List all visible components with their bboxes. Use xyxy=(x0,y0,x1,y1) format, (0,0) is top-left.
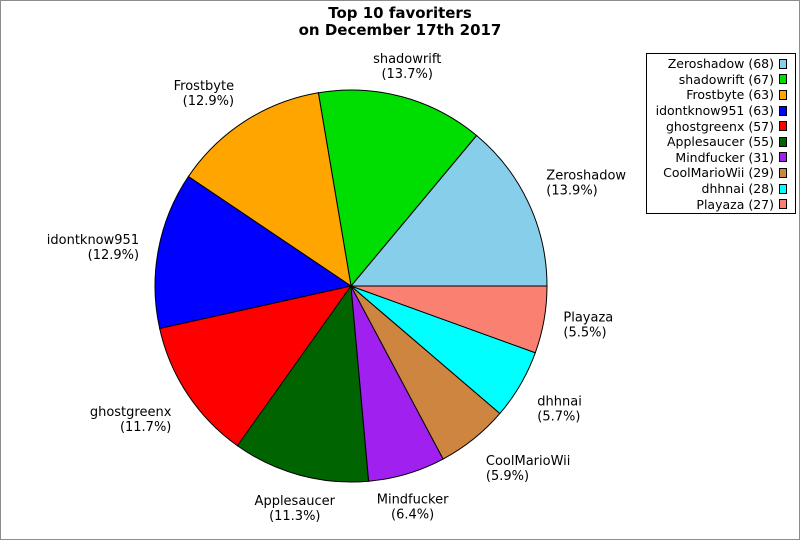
pie-label-dhhnai-name: dhhnai xyxy=(537,395,582,410)
pie-label-Frostbyte-pct: (12.9%) xyxy=(183,94,234,109)
pie-label-Playaza-name: Playaza xyxy=(563,310,613,325)
chart-title-line2: on December 17th 2017 xyxy=(298,21,502,39)
chart-title-line1: Top 10 favoriters xyxy=(328,4,472,22)
legend-label: shadowrift (67) xyxy=(678,71,774,87)
pie-label-ghostgreenx-pct: (11.7%) xyxy=(120,420,171,435)
legend-item-Zeroshadow: Zeroshadow (68) xyxy=(647,56,795,72)
pie-slice-shadowrift xyxy=(317,89,478,288)
legend-color-swatch-idontknow951 xyxy=(779,105,787,116)
legend-label: Zeroshadow (68) xyxy=(667,56,774,72)
pie-label-Zeroshadow-pct: (13.9%) xyxy=(546,184,597,199)
pie-label-CoolMarioWii-pct: (5.9%) xyxy=(486,469,529,484)
legend-item-idontknow951: idontknow951 (63) xyxy=(647,103,795,119)
legend: Zeroshadow (68) shadowrift (67) Frostbyte … xyxy=(646,53,796,214)
pie-label-CoolMarioWii-name: CoolMarioWii xyxy=(486,454,570,469)
legend-label: CoolMarioWii (29) xyxy=(663,165,774,181)
pie-slice-Frostbyte xyxy=(187,92,352,288)
legend-color-swatch-Zeroshadow xyxy=(779,58,787,69)
legend-label: Playaza (27) xyxy=(696,196,774,212)
legend-item-Frostbyte: Frostbyte (63) xyxy=(647,87,795,103)
pie-slice-Zeroshadow xyxy=(349,134,548,287)
pie-slice-idontknow951 xyxy=(154,175,353,330)
pie-slice-Applesaucer xyxy=(236,284,370,483)
legend-color-swatch-Playaza xyxy=(779,199,787,210)
legend-item-Applesaucer: Applesaucer (55) xyxy=(647,134,795,150)
legend-label: Applesaucer (55) xyxy=(666,134,774,150)
legend-color-swatch-shadowrift xyxy=(779,74,787,85)
legend-item-Mindfucker: Mindfucker (31) xyxy=(647,150,795,166)
pie-label-ghostgreenx-name: ghostgreenx xyxy=(90,405,172,420)
legend-item-CoolMarioWii: CoolMarioWii (29) xyxy=(647,165,795,181)
pie-label-Zeroshadow-name: Zeroshadow xyxy=(546,169,626,184)
pie-label-Applesaucer-name: Applesaucer xyxy=(255,494,336,509)
legend-item-shadowrift: shadowrift (67) xyxy=(647,72,795,88)
pie-label-Mindfucker-pct: (6.4%) xyxy=(391,508,434,523)
legend-label: ghostgreenx (57) xyxy=(665,118,774,134)
pie-label-Applesaucer-pct: (11.3%) xyxy=(269,509,320,524)
legend-color-swatch-Applesaucer xyxy=(779,136,787,147)
legend-color-swatch-CoolMarioWii xyxy=(779,167,787,178)
pie-slice-ghostgreenx xyxy=(159,285,353,447)
pie-label-Mindfucker-name: Mindfucker xyxy=(377,493,449,508)
legend-color-swatch-dhhnai xyxy=(779,183,787,194)
legend-color-swatch-Mindfucker xyxy=(779,152,787,163)
pie-label-shadowrift-pct: (13.7%) xyxy=(381,67,432,82)
legend-color-swatch-ghostgreenx xyxy=(779,121,787,132)
pie-label-Frostbyte-name: Frostbyte xyxy=(174,79,234,94)
legend-label: idontknow951 (63) xyxy=(655,103,774,119)
legend-label: Frostbyte (63) xyxy=(686,87,774,103)
pie-label-dhhnai-pct: (5.7%) xyxy=(537,410,580,425)
legend-item-dhhnai: dhhnai (28) xyxy=(647,181,795,197)
legend-item-Playaza: Playaza (27) xyxy=(647,196,795,212)
pie-label-idontknow951-name: idontknow951 xyxy=(47,233,139,248)
pie-label-shadowrift-name: shadowrift xyxy=(373,52,441,67)
pie-label-Playaza-pct: (5.5%) xyxy=(563,325,606,340)
chart-title: Top 10 favoriters on December 17th 2017 xyxy=(1,5,799,39)
legend-color-swatch-Frostbyte xyxy=(779,89,787,100)
legend-label: Mindfucker (31) xyxy=(675,149,774,165)
legend-label: dhhnai (28) xyxy=(701,181,774,197)
pie-slice-Playaza xyxy=(350,285,548,354)
pie-label-idontknow951-pct: (12.9%) xyxy=(88,248,139,263)
legend-item-ghostgreenx: ghostgreenx (57) xyxy=(647,118,795,134)
